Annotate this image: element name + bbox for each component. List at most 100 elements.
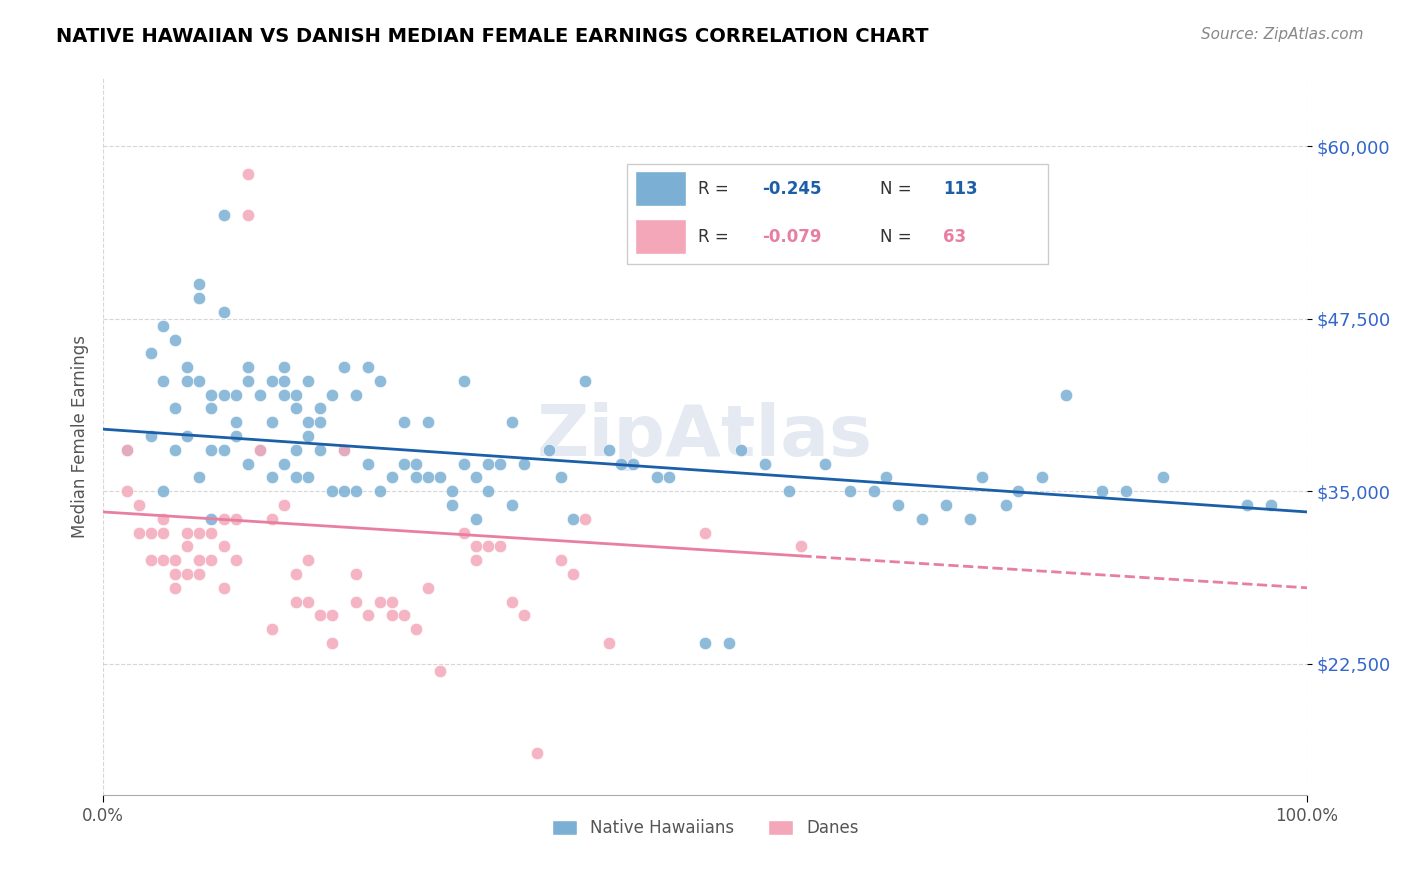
Point: [598, 636, 620, 650]
Point: [526, 747, 548, 761]
Point: [418, 470, 440, 484]
Point: [236, 374, 259, 388]
Point: [405, 622, 427, 636]
Point: [610, 457, 633, 471]
Text: Source: ZipAtlas.com: Source: ZipAtlas.com: [1201, 27, 1364, 42]
Point: [465, 540, 488, 554]
Point: [465, 553, 488, 567]
Point: [260, 415, 283, 429]
Point: [368, 374, 391, 388]
Point: [284, 567, 307, 582]
Point: [754, 457, 776, 471]
Point: [862, 484, 884, 499]
Point: [995, 498, 1018, 512]
Point: [405, 470, 427, 484]
Point: [718, 636, 741, 650]
Point: [693, 525, 716, 540]
Point: [418, 415, 440, 429]
Point: [176, 540, 198, 554]
Point: [405, 457, 427, 471]
Point: [297, 470, 319, 484]
Point: [297, 429, 319, 443]
Point: [308, 442, 330, 457]
Point: [152, 553, 174, 567]
Point: [236, 360, 259, 375]
Point: [273, 360, 295, 375]
Point: [152, 374, 174, 388]
Point: [165, 442, 187, 457]
Point: [513, 608, 536, 623]
Point: [165, 333, 187, 347]
Point: [165, 581, 187, 595]
Point: [875, 470, 897, 484]
Point: [188, 525, 211, 540]
Point: [260, 622, 283, 636]
Point: [141, 525, 163, 540]
Point: [368, 594, 391, 608]
Point: [838, 484, 860, 499]
Point: [333, 360, 356, 375]
Point: [357, 608, 380, 623]
Point: [152, 512, 174, 526]
Point: [236, 167, 259, 181]
Point: [561, 512, 583, 526]
Point: [152, 318, 174, 333]
Point: [141, 346, 163, 360]
Point: [814, 457, 837, 471]
Point: [1054, 387, 1077, 401]
Point: [249, 442, 271, 457]
Point: [1091, 484, 1114, 499]
Point: [935, 498, 957, 512]
Point: [273, 374, 295, 388]
Point: [911, 512, 934, 526]
Point: [200, 525, 222, 540]
Point: [1031, 470, 1053, 484]
Point: [453, 457, 475, 471]
Point: [321, 387, 343, 401]
Point: [176, 429, 198, 443]
Point: [392, 415, 415, 429]
Point: [477, 540, 499, 554]
Point: [284, 401, 307, 416]
Point: [645, 470, 668, 484]
Point: [212, 581, 235, 595]
Point: [225, 429, 247, 443]
Point: [128, 525, 150, 540]
Point: [115, 484, 138, 499]
Point: [284, 442, 307, 457]
Y-axis label: Median Female Earnings: Median Female Earnings: [72, 334, 89, 538]
Point: [260, 374, 283, 388]
Point: [489, 540, 512, 554]
Point: [115, 442, 138, 457]
Point: [1236, 498, 1258, 512]
Point: [297, 594, 319, 608]
Point: [1152, 470, 1174, 484]
Point: [574, 374, 596, 388]
Point: [381, 594, 404, 608]
Point: [357, 457, 380, 471]
Point: [693, 636, 716, 650]
Point: [513, 457, 536, 471]
Point: [212, 512, 235, 526]
Point: [165, 567, 187, 582]
Point: [321, 636, 343, 650]
Point: [453, 374, 475, 388]
Point: [225, 512, 247, 526]
Point: [249, 387, 271, 401]
Point: [598, 442, 620, 457]
Point: [321, 484, 343, 499]
Point: [200, 553, 222, 567]
Point: [344, 387, 367, 401]
Point: [141, 553, 163, 567]
Point: [225, 553, 247, 567]
Point: [501, 594, 523, 608]
Point: [970, 470, 993, 484]
Point: [321, 608, 343, 623]
Point: [489, 457, 512, 471]
Point: [537, 442, 560, 457]
Point: [212, 305, 235, 319]
Point: [141, 429, 163, 443]
Point: [236, 457, 259, 471]
Point: [284, 470, 307, 484]
Point: [176, 360, 198, 375]
